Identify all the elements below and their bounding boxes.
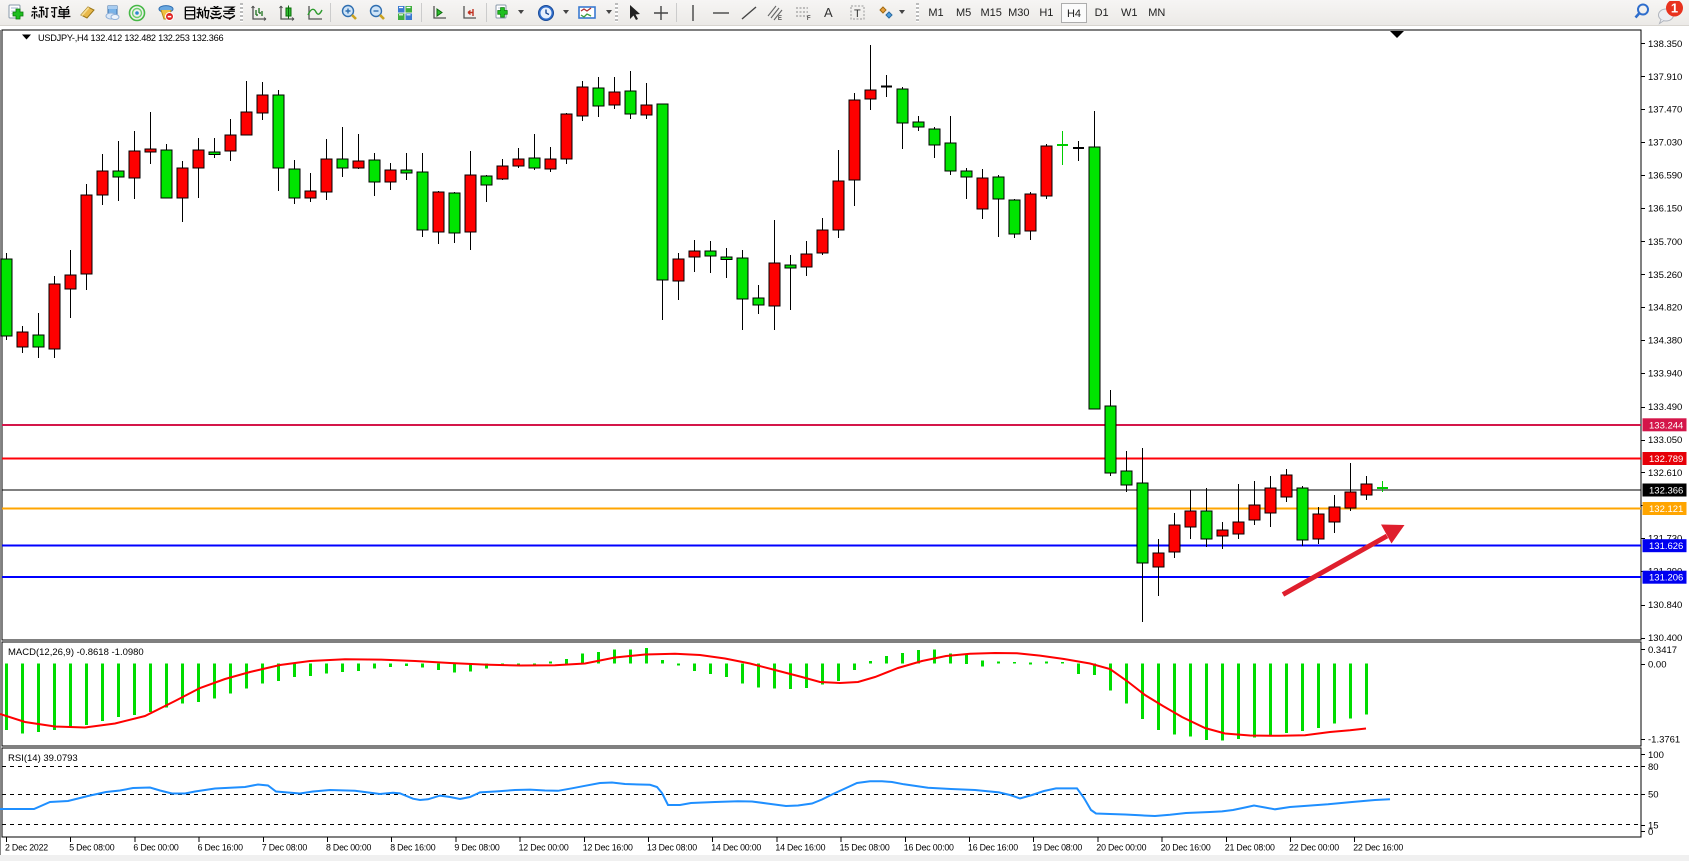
svg-text:12 Dec 16:00: 12 Dec 16:00 (583, 843, 633, 853)
svg-text:0.3417: 0.3417 (1648, 645, 1677, 656)
svg-text:8 Dec 00:00: 8 Dec 00:00 (326, 843, 372, 853)
svg-text:2 Dec 2022: 2 Dec 2022 (5, 843, 48, 853)
svg-text:130.840: 130.840 (1648, 600, 1682, 611)
svg-text:132.121: 132.121 (1649, 504, 1683, 515)
svg-text:1: 1 (1671, 1, 1678, 16)
svg-text:15: 15 (1648, 821, 1659, 832)
svg-text:135.260: 135.260 (1648, 270, 1682, 281)
svg-text:14 Dec 00:00: 14 Dec 00:00 (711, 843, 761, 853)
svg-text:133.940: 133.940 (1648, 369, 1682, 380)
svg-text:133.050: 133.050 (1648, 435, 1682, 446)
svg-text:20 Dec 00:00: 20 Dec 00:00 (1096, 843, 1146, 853)
svg-text:13 Dec 08:00: 13 Dec 08:00 (647, 843, 697, 853)
svg-text:16 Dec 16:00: 16 Dec 16:00 (968, 843, 1018, 853)
svg-text:MACD(12,26,9) -0.8618 -1.0980: MACD(12,26,9) -0.8618 -1.0980 (8, 647, 144, 658)
svg-text:22 Dec 16:00: 22 Dec 16:00 (1353, 843, 1403, 853)
svg-text:T: T (854, 8, 861, 20)
svg-text:9 Dec 08:00: 9 Dec 08:00 (454, 843, 500, 853)
svg-text:133.244: 133.244 (1649, 420, 1683, 431)
svg-text:130.400: 130.400 (1648, 633, 1682, 644)
svg-text:50: 50 (1648, 789, 1659, 800)
svg-text:14 Dec 16:00: 14 Dec 16:00 (775, 843, 825, 853)
svg-text:132.610: 132.610 (1648, 468, 1682, 479)
svg-text:131.626: 131.626 (1649, 541, 1683, 552)
svg-text:12 Dec 00:00: 12 Dec 00:00 (519, 843, 569, 853)
svg-text:-1.3761: -1.3761 (1648, 735, 1680, 746)
svg-text:5 Dec 08:00: 5 Dec 08:00 (69, 843, 115, 853)
svg-text:16 Dec 00:00: 16 Dec 00:00 (904, 843, 954, 853)
svg-text:0: 0 (1648, 827, 1653, 838)
svg-text:131.730: 131.730 (1648, 534, 1682, 545)
svg-text:138.350: 138.350 (1648, 39, 1682, 50)
svg-text:131.206: 131.206 (1649, 573, 1683, 584)
svg-text:136.150: 136.150 (1648, 203, 1682, 214)
svg-text:134.820: 134.820 (1648, 303, 1682, 314)
svg-text:135.700: 135.700 (1648, 237, 1682, 248)
svg-text:22 Dec 00:00: 22 Dec 00:00 (1289, 843, 1339, 853)
svg-text:21 Dec 08:00: 21 Dec 08:00 (1225, 843, 1275, 853)
svg-text:80: 80 (1648, 762, 1659, 773)
svg-text:137.030: 137.030 (1648, 138, 1682, 149)
svg-text:6 Dec 00:00: 6 Dec 00:00 (133, 843, 179, 853)
svg-text:134.380: 134.380 (1648, 336, 1682, 347)
svg-text:137.910: 137.910 (1648, 72, 1682, 83)
svg-text:6 Dec 16:00: 6 Dec 16:00 (198, 843, 244, 853)
svg-text:15 Dec 08:00: 15 Dec 08:00 (840, 843, 890, 853)
svg-text:137.470: 137.470 (1648, 105, 1682, 116)
svg-text:132.366: 132.366 (1649, 486, 1683, 497)
svg-text:E: E (778, 16, 782, 22)
svg-text:8 Dec 16:00: 8 Dec 16:00 (390, 843, 436, 853)
svg-text:7 Dec 08:00: 7 Dec 08:00 (262, 843, 308, 853)
svg-text:RSI(14) 39.0793: RSI(14) 39.0793 (8, 753, 78, 764)
svg-text:0.00: 0.00 (1648, 660, 1667, 671)
svg-text:100: 100 (1648, 750, 1664, 761)
svg-text:F: F (807, 16, 811, 22)
svg-text:136.590: 136.590 (1648, 170, 1682, 181)
svg-text:USDJPY-,H4 132.412 132.482 13: USDJPY-,H4 132.412 132.482 132.253 132.3… (38, 33, 223, 43)
svg-text:19 Dec 08:00: 19 Dec 08:00 (1032, 843, 1082, 853)
svg-text:132.789: 132.789 (1649, 454, 1683, 465)
svg-text:133.490: 133.490 (1648, 402, 1682, 413)
svg-text:20 Dec 16:00: 20 Dec 16:00 (1161, 843, 1211, 853)
